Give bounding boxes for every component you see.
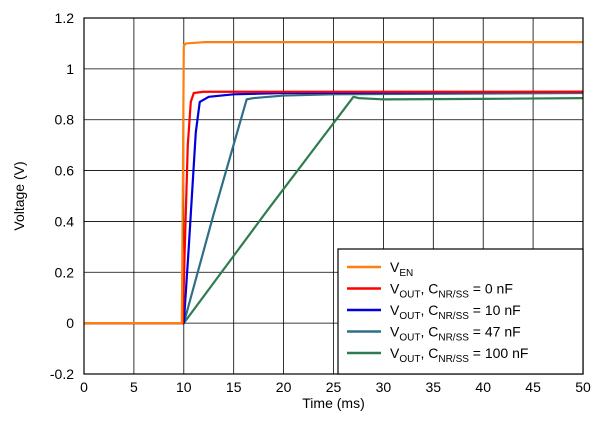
x-tick-label: 30 bbox=[376, 379, 392, 395]
x-tick-label: 40 bbox=[475, 379, 491, 395]
x-tick-label: 35 bbox=[426, 379, 442, 395]
y-tick-label: -0.2 bbox=[50, 366, 74, 382]
y-tick-label: 0.8 bbox=[55, 112, 75, 128]
x-tick-label: 25 bbox=[326, 379, 342, 395]
x-tick-labels: 0 5 10 15 20 25 30 35 40 45 50 bbox=[80, 379, 591, 395]
series-line-3 bbox=[84, 91, 583, 325]
legend-label: VOUT, CNR/SS = 10 nF bbox=[390, 302, 521, 322]
x-tick-label: 45 bbox=[525, 379, 541, 395]
y-tick-label: 0.2 bbox=[55, 264, 75, 280]
series-line-1 bbox=[84, 90, 583, 325]
legend-label: VOUT, CNR/SS = 0 nF bbox=[390, 281, 513, 301]
series-line-0 bbox=[84, 41, 583, 325]
series-line-4 bbox=[84, 95, 583, 325]
y-tick-label: 0.4 bbox=[55, 213, 75, 229]
y-tick-label: 0.6 bbox=[55, 163, 75, 179]
x-tick-label: 10 bbox=[176, 379, 192, 395]
y-tick-label: 1.2 bbox=[55, 10, 75, 26]
x-tick-label: 15 bbox=[226, 379, 242, 395]
series-line-2 bbox=[84, 90, 583, 325]
series-layer bbox=[84, 41, 583, 325]
plot-frame bbox=[83, 17, 584, 375]
y-tick-labels: -0.2 0 0.2 0.4 0.6 0.8 1 1.2 bbox=[50, 10, 74, 382]
x-tick-label: 5 bbox=[130, 379, 138, 395]
y-tick-label: 1 bbox=[66, 61, 74, 77]
y-axis-title: Voltage (V) bbox=[11, 161, 27, 230]
x-tick-label: 0 bbox=[80, 379, 88, 395]
x-tick-label: 20 bbox=[276, 379, 292, 395]
y-tick-label: 0 bbox=[66, 315, 74, 331]
x-tick-label: 50 bbox=[575, 379, 591, 395]
legend-label: VOUT, CNR/SS = 47 nF bbox=[390, 324, 521, 344]
x-axis-title: Time (ms) bbox=[302, 395, 364, 411]
legend-label: VEN bbox=[390, 259, 413, 279]
legend-label: VOUT, CNR/SS = 100 nF bbox=[390, 345, 528, 365]
